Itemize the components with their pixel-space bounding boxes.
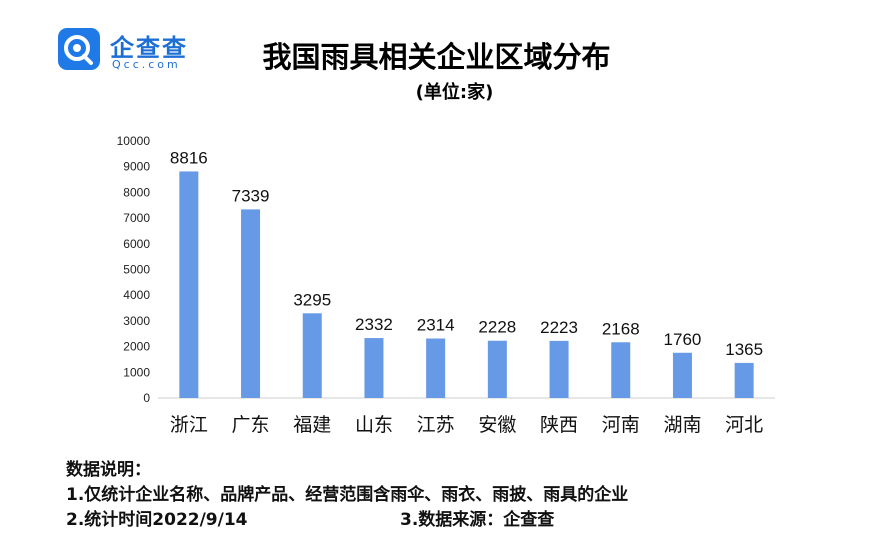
bar-value-label: 1365: [725, 340, 763, 359]
bar-value-label: 2228: [478, 318, 516, 337]
bar: [549, 340, 569, 398]
y-tick-label: 10000: [117, 134, 151, 148]
x-tick-label: 山东: [355, 414, 393, 436]
logo-name: 企查查: [110, 34, 188, 62]
bar: [241, 209, 261, 398]
bar: [426, 338, 446, 398]
bar-value-label: 1760: [664, 330, 702, 349]
logo: 企查查 Qcc.com: [52, 26, 272, 76]
x-tick-label: 福建: [293, 414, 331, 436]
y-tick-label: 4000: [123, 288, 150, 302]
y-tick-label: 2000: [123, 340, 150, 354]
bar: [179, 171, 199, 398]
notes-line-3: 3.数据来源：企查查: [400, 510, 555, 530]
data-notes: 数据说明： 1.仅统计企业名称、品牌产品、经营范围含雨伞、雨衣、雨披、雨具的企业…: [66, 458, 628, 533]
notes-line-1: 1.仅统计企业名称、品牌产品、经营范围含雨伞、雨衣、雨披、雨具的企业: [66, 485, 629, 505]
y-tick-label: 6000: [123, 237, 150, 251]
y-tick-label: 3000: [123, 314, 150, 328]
chart-title: 我国雨具相关企业区域分布: [262, 40, 611, 74]
x-tick-label: 广东: [232, 414, 270, 436]
bar: [611, 342, 631, 398]
y-tick-label: 5000: [123, 263, 150, 277]
bar-value-label: 2332: [355, 315, 393, 334]
bar-value-label: 8816: [170, 148, 208, 167]
notes-line-2: 2.统计时间2022/9/14: [66, 510, 248, 530]
x-tick-label: 河北: [725, 414, 763, 436]
bar-value-label: 2314: [417, 316, 455, 335]
y-tick-label: 7000: [123, 211, 150, 225]
x-tick-label: 浙江: [170, 414, 208, 436]
bar: [302, 313, 322, 398]
x-tick-label: 湖南: [663, 414, 701, 436]
y-tick-label: 0: [143, 391, 150, 405]
qcc-logo-icon: [58, 28, 100, 70]
bar-value-label: 2168: [602, 319, 640, 338]
bar-value-label: 2223: [540, 318, 578, 337]
bar-value-label: 3295: [293, 290, 331, 309]
x-tick-label: 江苏: [417, 414, 455, 436]
notes-heading: 数据说明：: [66, 460, 151, 480]
x-tick-label: 陕西: [540, 414, 578, 436]
bar: [734, 362, 754, 398]
x-tick-label: 河南: [602, 414, 640, 436]
bar-chart: 0 1000 2000 3000 4000 5000 6000 7000 8000 9000 100…: [117, 134, 775, 436]
chart-subtitle: (单位:家): [415, 82, 494, 103]
y-tick-label: 8000: [123, 185, 150, 199]
bar-value-label: 7339: [232, 186, 270, 205]
logo-sub: Qcc.com: [112, 58, 181, 71]
bar: [364, 338, 384, 398]
y-tick-label: 1000: [123, 365, 150, 379]
bar: [672, 352, 692, 398]
x-tick-label: 安徽: [478, 414, 516, 436]
bar: [487, 340, 507, 398]
y-tick-label: 9000: [123, 160, 150, 174]
